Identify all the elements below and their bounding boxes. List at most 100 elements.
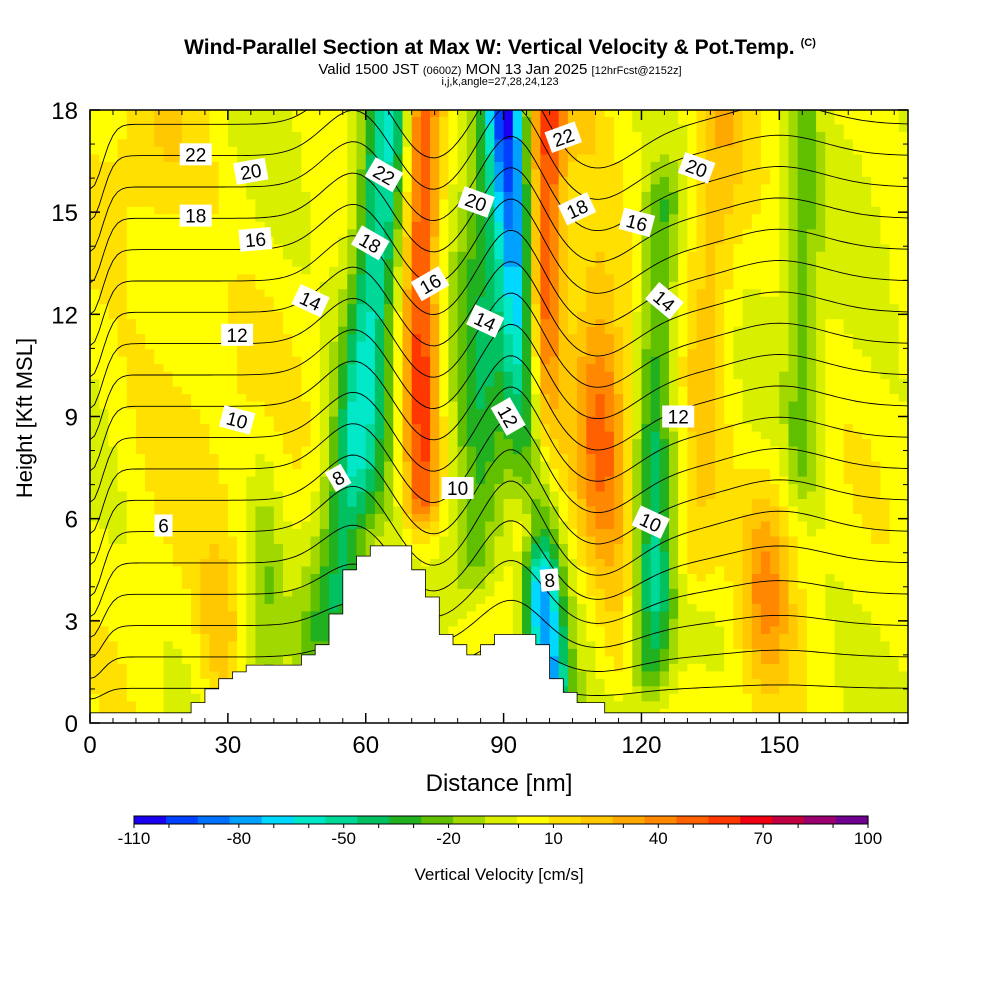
velocity-cell — [522, 550, 532, 559]
velocity-cell — [181, 438, 192, 447]
velocity-cell — [154, 505, 165, 514]
velocity-cell — [108, 243, 119, 252]
velocity-cell — [246, 580, 257, 589]
velocity-cell — [108, 340, 119, 350]
velocity-cell — [117, 528, 128, 537]
velocity-cell — [283, 528, 293, 537]
velocity-cell — [567, 221, 578, 230]
velocity-cell — [494, 110, 505, 117]
velocity-cell — [154, 475, 165, 485]
velocity-cell — [283, 221, 293, 230]
velocity-cell — [172, 603, 183, 612]
velocity-cell — [218, 176, 229, 185]
velocity-cell — [540, 213, 551, 222]
velocity-cell — [108, 513, 119, 522]
velocity-cell — [540, 528, 551, 537]
velocity-cell — [117, 191, 128, 200]
velocity-cell — [163, 423, 174, 432]
velocity-cell — [586, 228, 597, 237]
velocity-cell — [126, 558, 137, 567]
velocity-cell — [448, 325, 459, 335]
velocity-cell — [264, 340, 275, 350]
velocity-cell — [604, 558, 615, 567]
velocity-cell — [117, 708, 128, 717]
velocity-cell — [549, 393, 560, 402]
velocity-cell — [163, 258, 174, 267]
velocity-cell — [136, 595, 146, 604]
velocity-cell — [613, 535, 624, 544]
velocity-cell — [402, 400, 413, 410]
velocity-cell — [393, 333, 404, 342]
velocity-cell — [209, 603, 220, 612]
velocity-cell — [126, 236, 137, 245]
velocity-cell — [117, 281, 128, 290]
velocity-cell — [632, 340, 643, 350]
velocity-cell — [420, 236, 431, 245]
velocity-cell — [329, 460, 339, 470]
velocity-cell — [126, 183, 137, 192]
velocity-cell — [172, 221, 183, 230]
velocity-cell — [90, 580, 100, 589]
velocity-cell — [136, 438, 146, 447]
velocity-cell — [512, 288, 523, 297]
velocity-cell — [476, 618, 486, 627]
velocity-cell — [586, 603, 597, 612]
velocity-cell — [191, 191, 202, 200]
velocity-cell — [503, 116, 514, 125]
velocity-cell — [108, 348, 119, 357]
velocity-cell — [191, 385, 202, 395]
velocity-cell — [310, 543, 321, 552]
velocity-cell — [503, 460, 514, 470]
velocity-cell — [641, 415, 652, 425]
velocity-cell — [227, 273, 238, 282]
velocity-cell — [494, 191, 505, 200]
velocity-cell — [567, 520, 578, 529]
velocity-cell — [420, 430, 431, 440]
velocity-cell — [209, 191, 220, 200]
velocity-cell — [476, 633, 486, 642]
velocity-cell — [374, 490, 385, 499]
velocity-cell — [439, 370, 450, 380]
velocity-cell — [319, 505, 330, 514]
velocity-cell — [99, 206, 110, 215]
velocity-cell — [145, 176, 156, 185]
velocity-cell — [558, 490, 569, 499]
velocity-cell — [393, 288, 404, 297]
velocity-cell — [319, 393, 330, 402]
velocity-cell — [154, 116, 165, 125]
velocity-cell — [457, 550, 468, 559]
velocity-cell — [623, 370, 634, 380]
velocity-cell — [485, 490, 496, 499]
velocity-cell — [457, 460, 468, 470]
velocity-cell — [558, 318, 569, 327]
velocity-cell — [90, 198, 100, 207]
velocity-cell — [439, 393, 450, 402]
velocity-cell — [430, 228, 441, 237]
velocity-cell — [503, 573, 514, 582]
velocity-cell — [329, 288, 339, 297]
velocity-cell — [163, 475, 174, 485]
velocity-cell — [393, 535, 404, 544]
velocity-cell — [117, 700, 128, 709]
velocity-cell — [567, 453, 578, 462]
velocity-cell — [632, 685, 643, 694]
velocity-cell — [136, 618, 146, 627]
velocity-cell — [356, 213, 367, 222]
velocity-cell — [595, 655, 606, 664]
velocity-cell — [237, 468, 248, 477]
velocity-cell — [329, 281, 339, 290]
velocity-cell — [200, 633, 211, 642]
velocity-cell — [549, 168, 560, 177]
velocity-cell — [476, 610, 486, 619]
velocity-cell — [374, 400, 385, 410]
velocity-cell — [172, 228, 183, 237]
velocity-cell — [420, 228, 431, 237]
velocity-cell — [237, 273, 248, 282]
velocity-cell — [163, 693, 174, 702]
velocity-cell — [209, 535, 220, 544]
velocity-cell — [586, 415, 597, 425]
velocity-cell — [145, 110, 156, 117]
velocity-cell — [154, 543, 165, 552]
velocity-cell — [338, 535, 349, 544]
velocity-cell — [99, 603, 110, 612]
